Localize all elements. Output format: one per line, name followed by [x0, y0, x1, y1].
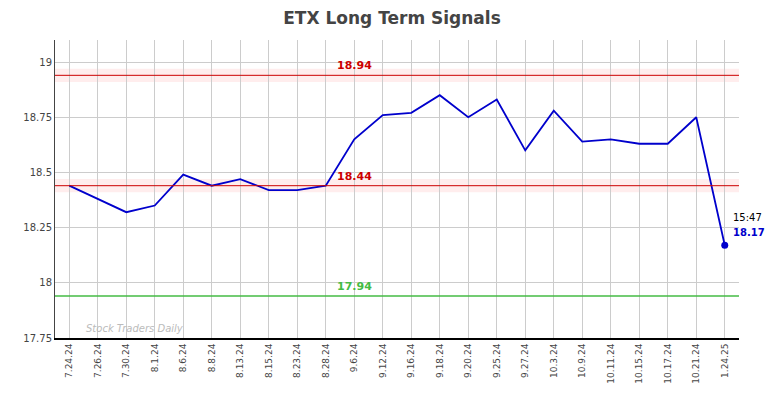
svg-text:1.24.25: 1.24.25 [720, 344, 730, 378]
svg-text:18.25: 18.25 [23, 222, 52, 233]
svg-text:18.5: 18.5 [30, 167, 52, 178]
svg-text:8.1.24: 8.1.24 [150, 343, 160, 372]
svg-text:ETX Long Term Signals: ETX Long Term Signals [283, 8, 501, 28]
svg-text:10.15.24: 10.15.24 [634, 343, 644, 383]
svg-text:9.25.24: 9.25.24 [492, 343, 502, 378]
svg-text:7.24.24: 7.24.24 [64, 343, 74, 378]
svg-text:18: 18 [39, 277, 52, 288]
svg-text:9.18.24: 9.18.24 [435, 343, 445, 378]
svg-text:10.9.24: 10.9.24 [577, 343, 587, 378]
svg-text:9.27.24: 9.27.24 [520, 343, 530, 378]
svg-text:18.75: 18.75 [23, 112, 52, 123]
svg-text:8.13.24: 8.13.24 [235, 343, 245, 378]
svg-text:8.6.24: 8.6.24 [178, 343, 188, 372]
svg-text:9.12.24: 9.12.24 [378, 343, 388, 378]
svg-text:18.44: 18.44 [337, 170, 372, 183]
svg-text:10.3.24: 10.3.24 [549, 343, 559, 378]
svg-text:7.30.24: 7.30.24 [121, 343, 131, 378]
svg-text:18.94: 18.94 [337, 59, 372, 72]
svg-text:9.16.24: 9.16.24 [406, 343, 416, 378]
svg-text:8.15.24: 8.15.24 [264, 343, 274, 378]
svg-text:9.6.24: 9.6.24 [349, 343, 359, 372]
svg-text:10.17.24: 10.17.24 [663, 343, 673, 383]
svg-text:15:47: 15:47 [733, 212, 762, 223]
svg-text:17.75: 17.75 [23, 333, 52, 344]
svg-text:8.23.24: 8.23.24 [292, 343, 302, 378]
svg-text:Stock Traders Daily: Stock Traders Daily [86, 323, 184, 334]
svg-text:18.17: 18.17 [733, 227, 765, 238]
svg-text:8.8.24: 8.8.24 [207, 343, 217, 372]
svg-text:7.26.24: 7.26.24 [93, 343, 103, 378]
svg-text:10.11.24: 10.11.24 [606, 343, 616, 383]
svg-text:9.20.24: 9.20.24 [463, 343, 473, 378]
svg-text:8.28.24: 8.28.24 [321, 343, 331, 378]
svg-text:19: 19 [39, 57, 52, 68]
svg-text:10.21.24: 10.21.24 [691, 343, 701, 383]
svg-text:17.94: 17.94 [337, 280, 372, 293]
